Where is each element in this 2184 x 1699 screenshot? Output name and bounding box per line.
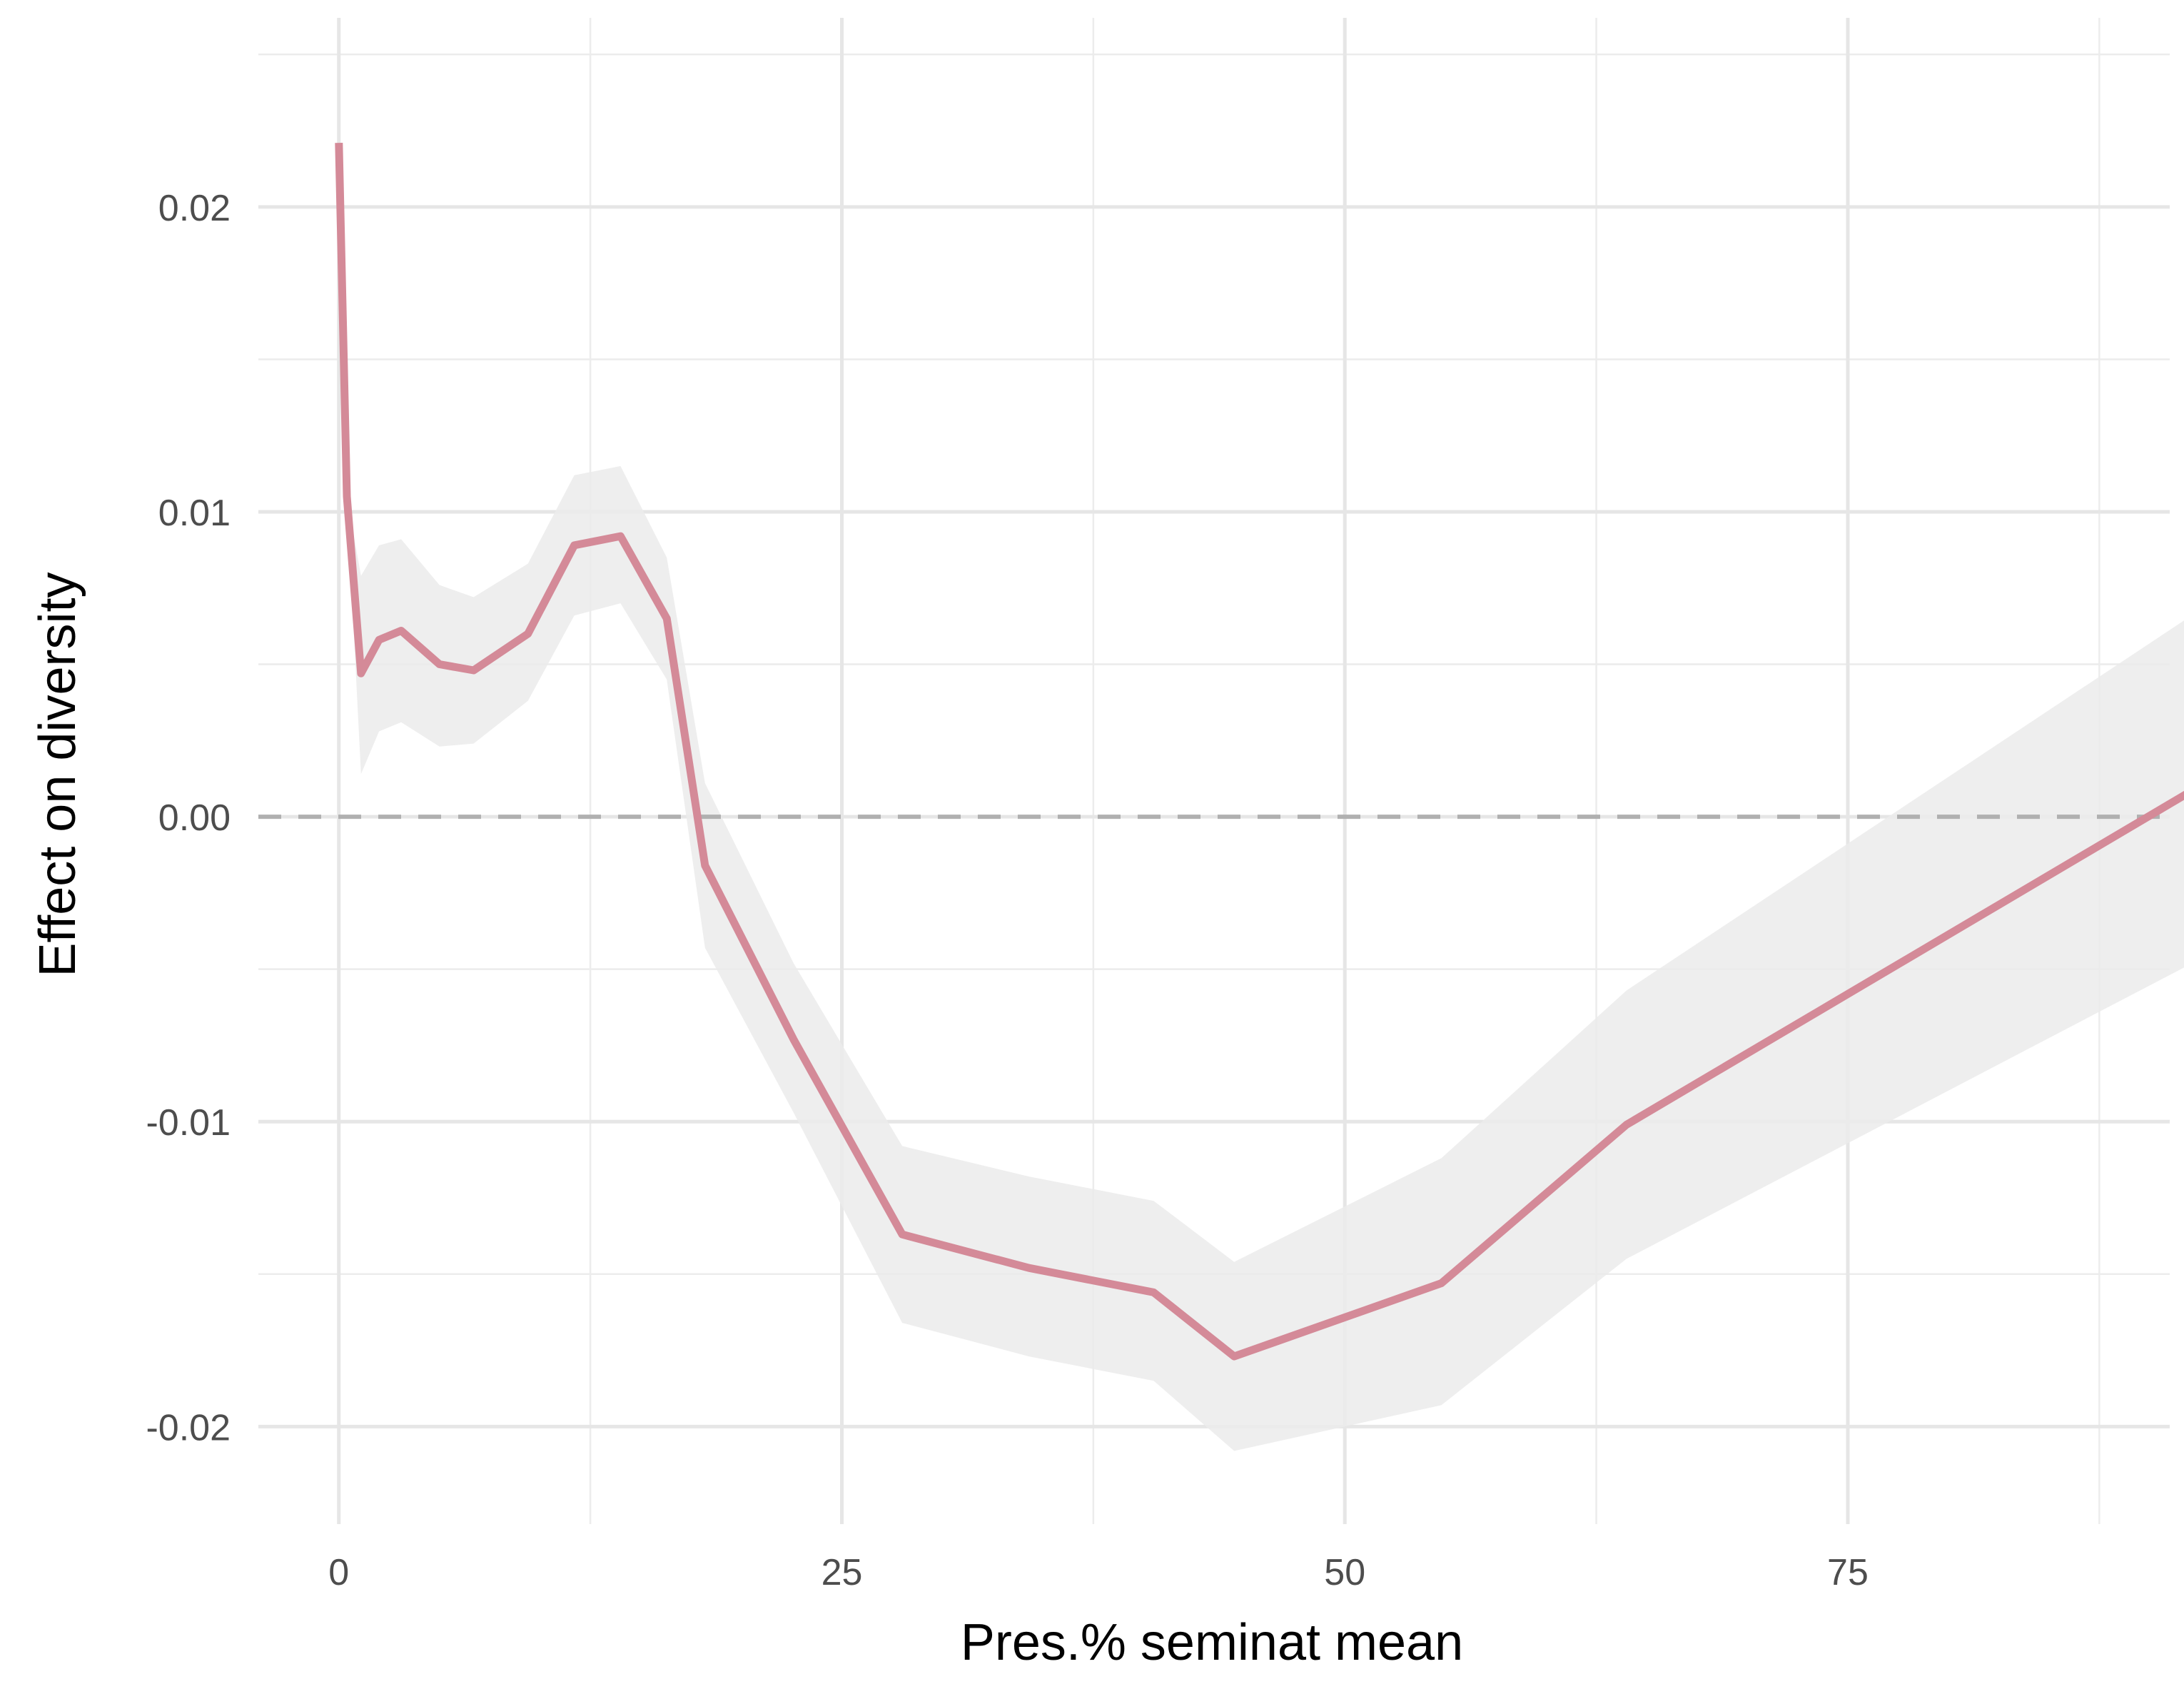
y-tick-labels: -0.02 -0.01 0.00 0.01 0.02 — [146, 188, 231, 1449]
x-tick-label: 0 — [328, 1552, 349, 1593]
x-tick-labels: 0 25 50 75 — [328, 1552, 1869, 1593]
y-tick-label: -0.01 — [146, 1102, 231, 1144]
x-tick-label: 50 — [1324, 1552, 1365, 1593]
y-tick-label: 0.00 — [158, 797, 231, 839]
y-tick-label: -0.02 — [146, 1407, 231, 1448]
x-axis-title: Pres.% seminat mean — [961, 1614, 1463, 1671]
x-tick-label: 75 — [1827, 1552, 1869, 1593]
x-tick-label: 25 — [821, 1552, 863, 1593]
y-tick-label: 0.02 — [158, 188, 231, 229]
confidence-ribbon — [338, 143, 2184, 1451]
y-tick-label: 0.01 — [158, 493, 231, 534]
confidence-ribbons — [338, 143, 2184, 1451]
y-axis-title: Effect on diversity — [29, 573, 86, 977]
effect-line — [335, 142, 2184, 1361]
effect-lines — [335, 142, 2184, 1361]
